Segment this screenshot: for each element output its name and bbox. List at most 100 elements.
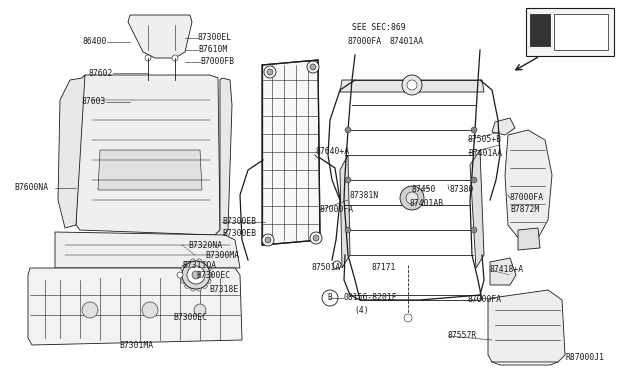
Circle shape bbox=[310, 64, 316, 70]
Text: B7300EC: B7300EC bbox=[196, 270, 230, 279]
Text: B7401AA: B7401AA bbox=[468, 148, 502, 157]
Text: B7320NA: B7320NA bbox=[188, 241, 222, 250]
Circle shape bbox=[182, 261, 210, 289]
Text: B7300EB: B7300EB bbox=[222, 230, 256, 238]
Circle shape bbox=[471, 177, 477, 183]
Text: 87381N: 87381N bbox=[349, 192, 378, 201]
Text: 87501A: 87501A bbox=[312, 263, 341, 273]
Polygon shape bbox=[505, 130, 552, 240]
Polygon shape bbox=[490, 258, 516, 285]
Circle shape bbox=[185, 283, 190, 288]
Polygon shape bbox=[340, 155, 350, 268]
Polygon shape bbox=[98, 150, 202, 190]
Circle shape bbox=[345, 127, 351, 133]
Circle shape bbox=[206, 279, 211, 283]
Text: 87557R: 87557R bbox=[448, 331, 477, 340]
Polygon shape bbox=[470, 150, 484, 268]
Polygon shape bbox=[340, 80, 484, 92]
Circle shape bbox=[172, 55, 178, 61]
Text: (4): (4) bbox=[354, 305, 369, 314]
Bar bbox=[526, 8, 614, 56]
Text: B7600NA: B7600NA bbox=[14, 183, 48, 192]
Text: 87401AA: 87401AA bbox=[390, 38, 424, 46]
Circle shape bbox=[313, 235, 319, 241]
Circle shape bbox=[82, 302, 98, 318]
Circle shape bbox=[267, 69, 273, 75]
Circle shape bbox=[181, 279, 186, 283]
Circle shape bbox=[471, 227, 477, 233]
Circle shape bbox=[190, 259, 195, 264]
Text: 87380: 87380 bbox=[449, 186, 474, 195]
Circle shape bbox=[181, 266, 186, 272]
Circle shape bbox=[206, 266, 211, 272]
Text: SEE SEC:869: SEE SEC:869 bbox=[352, 23, 406, 32]
Text: B7311QA: B7311QA bbox=[182, 260, 216, 269]
Text: 87000FA: 87000FA bbox=[320, 205, 354, 215]
Text: 87450: 87450 bbox=[412, 186, 436, 195]
Circle shape bbox=[471, 127, 477, 133]
Text: 86400: 86400 bbox=[83, 38, 107, 46]
Polygon shape bbox=[518, 228, 540, 250]
Text: 87603: 87603 bbox=[82, 97, 106, 106]
Text: B7301MA: B7301MA bbox=[119, 341, 153, 350]
Circle shape bbox=[404, 314, 412, 322]
Polygon shape bbox=[262, 60, 320, 245]
Text: 87640+A: 87640+A bbox=[316, 148, 350, 157]
Circle shape bbox=[196, 286, 202, 291]
Text: 87000FA: 87000FA bbox=[348, 38, 382, 46]
Text: 87418+A: 87418+A bbox=[490, 266, 524, 275]
Text: B7000FB: B7000FB bbox=[200, 58, 234, 67]
Circle shape bbox=[262, 234, 274, 246]
Circle shape bbox=[185, 262, 190, 267]
Bar bbox=[530, 14, 550, 46]
Circle shape bbox=[202, 283, 207, 288]
Circle shape bbox=[310, 232, 322, 244]
Circle shape bbox=[192, 271, 200, 279]
Text: 87000FA: 87000FA bbox=[510, 193, 544, 202]
Text: 87505+B: 87505+B bbox=[468, 135, 502, 144]
Circle shape bbox=[307, 61, 319, 73]
Text: 87401AB: 87401AB bbox=[410, 199, 444, 208]
Polygon shape bbox=[215, 78, 232, 238]
Circle shape bbox=[142, 302, 158, 318]
Polygon shape bbox=[28, 268, 242, 345]
Circle shape bbox=[407, 80, 417, 90]
Text: R87000J1: R87000J1 bbox=[566, 353, 605, 362]
Polygon shape bbox=[488, 290, 565, 362]
Text: 08156-8201F: 08156-8201F bbox=[344, 294, 397, 302]
Circle shape bbox=[179, 273, 184, 278]
Text: 87602: 87602 bbox=[88, 68, 113, 77]
Circle shape bbox=[145, 55, 151, 61]
Text: B: B bbox=[328, 294, 332, 302]
Text: 87300EL: 87300EL bbox=[198, 33, 232, 42]
Text: B7300EC: B7300EC bbox=[173, 314, 207, 323]
Circle shape bbox=[207, 273, 212, 278]
Text: B7610M: B7610M bbox=[198, 45, 227, 55]
Text: B7318E: B7318E bbox=[209, 285, 238, 295]
Bar bbox=[554, 14, 608, 50]
Polygon shape bbox=[76, 75, 220, 235]
Text: B7872M: B7872M bbox=[510, 205, 540, 215]
Polygon shape bbox=[492, 118, 515, 135]
Circle shape bbox=[406, 192, 418, 204]
Text: 87000FA: 87000FA bbox=[468, 295, 502, 305]
Circle shape bbox=[264, 66, 276, 78]
Polygon shape bbox=[128, 15, 192, 58]
Text: 87171: 87171 bbox=[372, 263, 396, 273]
Circle shape bbox=[402, 75, 422, 95]
Circle shape bbox=[194, 304, 206, 316]
Circle shape bbox=[322, 290, 338, 306]
Polygon shape bbox=[55, 232, 240, 268]
Circle shape bbox=[177, 272, 183, 278]
Circle shape bbox=[202, 262, 207, 267]
Circle shape bbox=[400, 186, 424, 210]
Polygon shape bbox=[58, 75, 85, 228]
Circle shape bbox=[333, 261, 341, 269]
Circle shape bbox=[345, 177, 351, 183]
Circle shape bbox=[196, 259, 202, 264]
Text: B7300MA: B7300MA bbox=[205, 250, 239, 260]
Circle shape bbox=[265, 237, 271, 243]
Text: B7300EB: B7300EB bbox=[222, 218, 256, 227]
Circle shape bbox=[187, 266, 205, 284]
Circle shape bbox=[190, 286, 195, 291]
